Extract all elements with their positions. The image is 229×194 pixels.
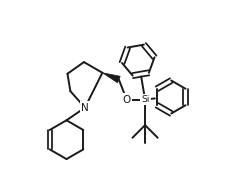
Text: Si: Si bbox=[140, 95, 149, 104]
Text: O: O bbox=[122, 94, 130, 105]
Text: N: N bbox=[81, 103, 88, 113]
Polygon shape bbox=[102, 73, 120, 83]
